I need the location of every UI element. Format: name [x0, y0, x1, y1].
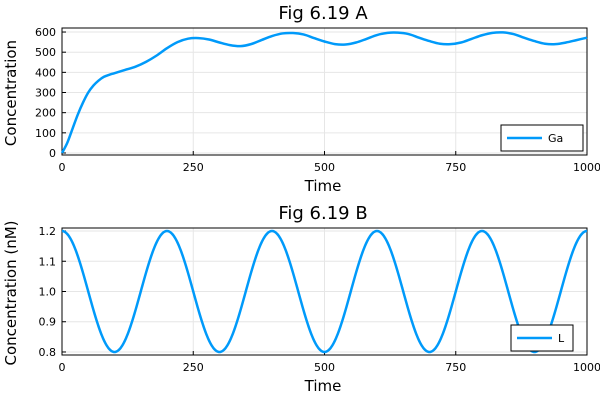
x-tick-label: 750 — [445, 361, 466, 374]
y-tick-label: 500 — [35, 46, 56, 59]
x-tick-label: 1000 — [573, 361, 600, 374]
chart-title-a: Fig 6.19 A — [278, 3, 368, 24]
y-tick-label: 1.1 — [39, 255, 57, 268]
chart-panel-b: Fig 6.19 B 0 250 500 750 1000 0.8 0.9 1.0 1.1 1.2… — [2, 203, 600, 395]
chart-title-b: Fig 6.19 B — [278, 203, 367, 224]
x-tick-label: 500 — [314, 161, 335, 174]
y-tick-label: 1.2 — [39, 225, 57, 238]
x-tick-label: 250 — [183, 161, 204, 174]
y-axis-label-a: Concentration — [2, 40, 20, 146]
legend-b: L — [510, 324, 574, 352]
x-axis-label-b: Time — [304, 377, 342, 395]
x-tick-label: 0 — [59, 161, 66, 174]
x-tick-label: 0 — [59, 361, 66, 374]
series-line-Ga — [60, 31, 588, 154]
y-tick-label: 0.9 — [39, 316, 57, 329]
x-tick-label: 750 — [445, 161, 466, 174]
x-tick-label: 1000 — [573, 161, 600, 174]
legend-label-b: L — [558, 332, 565, 345]
x-tick-label: 500 — [314, 361, 335, 374]
y-tick-label: 0.8 — [39, 346, 57, 359]
x-tick-label: 250 — [183, 361, 204, 374]
chart-panel-a: Fig 6.19 A 0 250 500 750 1000 0 100 200 300 400 50… — [2, 3, 600, 195]
y-tick-label: 600 — [35, 26, 56, 39]
y-tick-label: 0 — [49, 147, 56, 160]
y-tick-label: 200 — [35, 107, 56, 120]
legend-label-a: Ga — [548, 132, 563, 145]
y-tick-label: 100 — [35, 127, 56, 140]
series-line-L — [61, 229, 588, 354]
y-tick-label: 400 — [35, 66, 56, 79]
x-axis-label-a: Time — [304, 177, 342, 195]
y-tick-label: 300 — [35, 87, 56, 100]
y-axis-label-b: Concentration (nM) — [2, 220, 20, 365]
y-tick-label: 1.0 — [39, 286, 57, 299]
legend-a: Ga — [500, 124, 584, 152]
